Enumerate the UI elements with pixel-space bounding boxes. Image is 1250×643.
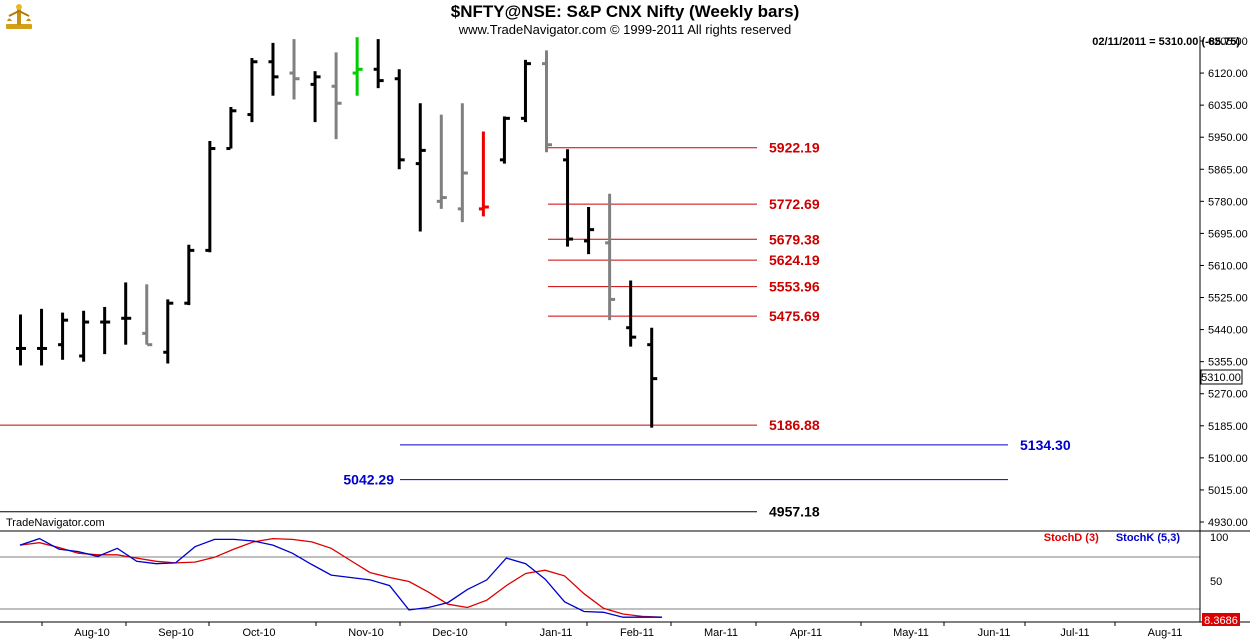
time-tick-label: May-11: [893, 627, 929, 639]
ohlc-bar: [16, 314, 26, 366]
ohlc-bar: [100, 306, 111, 355]
ohlc-bar: [121, 282, 132, 345]
stoch-legend: StochD (3) StochK (5,3): [1030, 532, 1180, 544]
ohlc-bar: [247, 57, 258, 123]
time-tick-label: Jun-11: [978, 627, 1011, 639]
level-label: 5134.30: [1020, 437, 1071, 453]
price-tick-label: 5525.00: [1208, 293, 1248, 305]
level-label: 5772.69: [769, 196, 820, 212]
tradenavigator-logo-icon: [6, 4, 32, 29]
level-label: 5553.96: [769, 279, 820, 295]
level-lines: 5922.19 5772.69 5679.38 5624.19 5553.96 5475.…: [0, 140, 1071, 520]
price-tick-label: 6120.00: [1208, 68, 1248, 80]
ohlc-bar: [478, 131, 489, 217]
price-tick-label: 5355.00: [1208, 357, 1248, 369]
time-tick-label: Feb-11: [620, 627, 654, 639]
stochastic-lines: [19, 537, 662, 618]
price-tick-label: 6035.00: [1208, 100, 1248, 112]
ohlc-bar: [373, 39, 384, 89]
level-label: 5624.19: [769, 252, 820, 268]
time-tick-label: Nov-10: [348, 627, 383, 639]
level-label: 5475.69: [769, 308, 820, 324]
stochd-legend: StochD (3): [1043, 532, 1099, 544]
ohlc-bar: [142, 284, 153, 347]
stochk-legend: StochK (5,3): [1115, 532, 1180, 544]
ohlc-bar: [205, 140, 216, 253]
ohlc-bar: [37, 308, 48, 366]
price-tick-label: 6205.00: [1208, 36, 1248, 48]
price-readout: 02/11/2011 = 5310.00 (-85.75): [1092, 36, 1240, 48]
ohlc-bar: [563, 149, 574, 247]
time-axis-ticks: Aug-10 Sep-10 Oct-10 Nov-10 Dec-10 Jan-11 Feb-…: [41, 622, 1183, 639]
time-tick-label: Apr-11: [790, 627, 822, 639]
ohlc-bar: [415, 103, 426, 232]
price-tick-label: 5695.00: [1208, 228, 1248, 240]
copyright-notice: www.TradeNavigator.com © 1999-2011 All r…: [458, 22, 792, 37]
ohlc-bar: [394, 69, 405, 170]
ohlc-bar: [542, 50, 552, 153]
ohlc-bar: [163, 299, 174, 364]
price-tick-label: 5865.00: [1208, 164, 1248, 176]
ohlc-bar: [457, 103, 468, 223]
ohlc-bar: [226, 107, 237, 151]
ohlc-bar: [647, 327, 658, 428]
price-tick-label: 4930.00: [1208, 517, 1248, 529]
time-tick-label: Dec-10: [432, 627, 467, 639]
stoch-last-box: [1202, 613, 1240, 626]
ohlc-bar: [584, 206, 595, 255]
last-price-label: 5310.00: [1201, 372, 1241, 384]
price-tick-label: 5270.00: [1208, 389, 1248, 401]
stoch-last-label: 8.3686: [1204, 615, 1238, 627]
price-axis-ticks: 6205.00 6120.00 6035.00 5950.00 5865.00 5780.…: [1200, 36, 1248, 529]
ohlc-bar: [184, 244, 195, 306]
ohlc-bar: [605, 193, 616, 321]
price-tick-label: 5950.00: [1208, 132, 1248, 144]
price-tick-label: 5610.00: [1208, 260, 1248, 272]
ohlc-bars: [16, 37, 658, 428]
price-tick-label: 5185.00: [1208, 421, 1248, 433]
time-tick-label: Jan-11: [540, 627, 573, 639]
level-label: 5186.88: [769, 417, 820, 433]
chart-title: $NFTY@NSE: S&P CNX Nifty (Weekly bars): [450, 2, 800, 21]
stochd-line: [19, 537, 662, 618]
ohlc-bar: [310, 71, 321, 123]
ohlc-bar: [79, 310, 90, 362]
time-tick-label: Aug-11: [1148, 627, 1183, 639]
price-tick-label: 5100.00: [1208, 453, 1248, 465]
ohlc-bar: [268, 42, 279, 96]
ohlc-bar: [499, 116, 510, 164]
ohlc-bar: [626, 280, 637, 347]
price-tick-label: 5015.00: [1208, 485, 1248, 497]
level-label: 4957.18: [769, 504, 820, 520]
ohlc-bar: [352, 37, 363, 96]
time-tick-label: Jul-11: [1060, 627, 1089, 639]
ohlc-bar: [520, 59, 531, 123]
time-tick-label: Aug-10: [74, 627, 109, 639]
stoch-tick-100: 100: [1210, 532, 1228, 544]
ohlc-bar: [58, 312, 69, 360]
level-label: 5922.19: [769, 140, 820, 156]
ohlc-bar: [289, 39, 300, 100]
level-label: 5042.29: [343, 472, 394, 488]
last-price-box: [1200, 369, 1243, 385]
stochk-line: [19, 537, 662, 618]
price-tick-label: 5440.00: [1208, 325, 1248, 337]
ohlc-bar: [436, 114, 447, 209]
time-tick-label: Oct-10: [242, 627, 275, 639]
time-tick-label: Sep-10: [158, 627, 193, 639]
time-tick-label: Mar-11: [704, 627, 738, 639]
level-label: 5679.38: [769, 231, 820, 247]
watermark: TradeNavigator.com: [6, 517, 105, 529]
stoch-tick-50: 50: [1210, 576, 1222, 588]
ohlc-bar: [331, 52, 342, 140]
price-tick-label: 5780.00: [1208, 196, 1248, 208]
